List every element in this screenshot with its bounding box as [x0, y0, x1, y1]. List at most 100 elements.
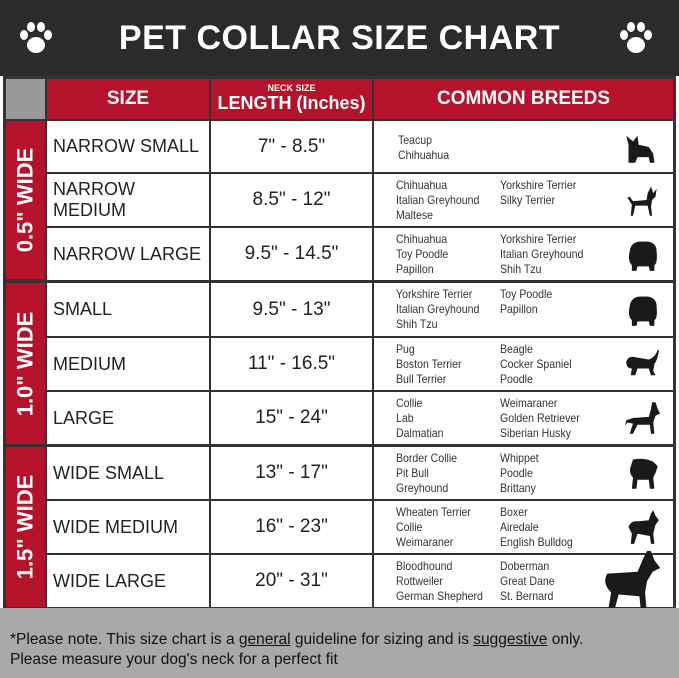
breed-list: Yorkshire Terrier Italian Greyhound Shih T…: [500, 232, 623, 277]
breed-name: Chihuahua: [396, 178, 448, 192]
breed-name: Boston Terrier: [396, 357, 462, 371]
breed-list: Boxer Airedale English Bulldog: [500, 505, 623, 550]
fluffy-dog-icon: [628, 241, 657, 271]
breed-name: Yorkshire Terrier: [396, 287, 473, 301]
breed-name: Greyhound: [396, 481, 449, 495]
breed-name: Teacup: [398, 133, 433, 147]
breed-list: Toy Poodle Papillon: [500, 287, 623, 317]
length-value: 7" - 8.5": [257, 135, 326, 157]
breed-name: Siberian Husky: [500, 426, 572, 440]
breed-list: Bloodhound Rottweiler German Shepherd: [396, 559, 519, 604]
table-row-breeds: Chihuahua Toy Poodle Papillon Yorkshire Ter…: [374, 228, 673, 280]
table-row-size: WIDE LARGE: [47, 555, 209, 607]
breed-name: Dalmatian: [396, 426, 444, 440]
bulldog-icon: [630, 458, 658, 489]
breed-list: Doberman Great Dane St. Bernard: [500, 559, 623, 604]
table-row-length: 20" - 31": [211, 555, 372, 607]
breed-name: Chihuahua: [398, 148, 450, 162]
length-value: 9.5" - 13": [252, 298, 331, 320]
breed-name: Italian Greyhound: [396, 302, 480, 316]
table-row-breeds: Chihuahua Italian Greyhound Maltese Yorkshi…: [374, 174, 673, 226]
table-row-size: WIDE SMALL: [47, 447, 209, 499]
table-row-size: NARROW MEDIUM: [47, 174, 209, 226]
breed-name: Chihuahua: [396, 232, 448, 246]
breed-list: Wheaten Terrier Collie Weimaraner: [396, 505, 519, 550]
length-value: 9.5" - 14.5": [244, 243, 339, 264]
width-group-label: 0.5" WIDE: [6, 121, 45, 279]
size-label: SMALL: [53, 299, 113, 319]
width-group-label: 1.5" WIDE: [6, 447, 45, 607]
header-neck-size: NECK SIZE: [267, 83, 316, 93]
breed-name: Border Collie: [396, 451, 458, 465]
pitbull-icon: [628, 510, 659, 544]
breed-name: Toy Poodle: [500, 287, 553, 301]
breed-name: Pit Bull: [396, 466, 429, 480]
table-row-size: MEDIUM: [47, 338, 209, 390]
length-value: 11" - 16.5": [247, 353, 336, 374]
doberman-icon: [605, 551, 661, 616]
table-row-breeds: Bloodhound Rottweiler German Shepherd Dober…: [374, 551, 673, 616]
breed-list: Whippet Poodle Brittany: [500, 451, 623, 496]
breed-name: Collie: [396, 520, 423, 534]
breed-list: Chihuahua Italian Greyhound Maltese: [396, 178, 519, 223]
size-label: WIDE SMALL: [53, 462, 165, 483]
breed-name: Boxer: [500, 505, 528, 519]
length-value: 16" - 23": [255, 516, 328, 537]
group-text: 1.5" WIDE: [12, 474, 38, 580]
breed-name: Weimaraner: [396, 535, 454, 549]
note-suggestive: suggestive: [473, 631, 548, 648]
breed-name: Brittany: [500, 481, 536, 495]
title-text: PET COLLAR SIZE CHART: [118, 19, 561, 57]
breed-list: Pug Boston Terrier Bull Terrier: [396, 342, 519, 387]
length-value: 13" - 17": [255, 462, 328, 483]
breed-name: Great Dane: [500, 574, 555, 588]
breed-name: Beagle: [500, 342, 533, 356]
table-row-length: 9.5" - 13": [211, 283, 372, 336]
size-label: NARROW SMALL: [53, 136, 200, 156]
size-label: NARROW MEDIUM: [53, 179, 135, 220]
breed-name: Collie: [396, 396, 423, 410]
size-label: WIDE MEDIUM: [53, 516, 178, 537]
breed-name: Doberman: [500, 559, 550, 573]
breed-name: Whippet: [500, 451, 539, 465]
table-row-length: 13" - 17": [211, 447, 372, 499]
breed-name: Airedale: [500, 520, 539, 534]
breed-name: Shih Tzu: [396, 317, 438, 331]
table-row-size: SMALL: [47, 283, 209, 336]
breed-name: Silky Terrier: [500, 193, 555, 207]
size-label: WIDE LARGE: [53, 570, 167, 591]
breed-name: Maltese: [396, 208, 433, 222]
size-label: NARROW LARGE: [53, 243, 202, 264]
table-row-size: NARROW SMALL: [47, 121, 209, 172]
fluffy-dog-icon: [628, 296, 657, 326]
chihuahua-icon: [627, 186, 657, 216]
note-text: guideline for sizing and is: [290, 631, 474, 648]
paw-icon: [20, 22, 52, 53]
length-value: 15" - 24": [255, 407, 328, 428]
breed-name: Italian Greyhound: [500, 247, 584, 261]
table-row-breeds: Border Collie Pit Bull Greyhound Whippet Poo…: [374, 447, 673, 499]
breed-list: Yorkshire Terrier Silky Terrier: [500, 178, 623, 208]
breed-list: Chihuahua Toy Poodle Papillon: [396, 232, 519, 277]
paw-icon: [620, 22, 652, 53]
note-text: only.: [547, 631, 584, 648]
header-breeds: COMMON BREEDS: [374, 79, 673, 119]
breed-name: Poodle: [500, 372, 533, 386]
small-dog-icon: [626, 135, 655, 163]
breed-name: Toy Poodle: [396, 247, 449, 261]
breed-name: Wheaten Terrier: [396, 505, 471, 519]
header-length-text: LENGTH (Inches): [217, 93, 366, 113]
table-row-length: 8.5" - 12": [211, 174, 372, 226]
page-title: PET COLLAR SIZE CHART: [0, 0, 679, 76]
width-group-label: 1.0" WIDE: [6, 283, 45, 444]
table-row-length: 11" - 16.5": [211, 338, 372, 390]
breed-name: Papillon: [500, 302, 538, 316]
breed-name: Cocker Spaniel: [500, 357, 572, 371]
breed-name: German Shepherd: [396, 589, 483, 603]
breed-list: Weimaraner Golden Retriever Siberian Husky: [500, 396, 623, 441]
table-row-length: 9.5" - 14.5": [211, 228, 372, 280]
table-row-size: LARGE: [47, 392, 209, 444]
breed-name: Poodle: [500, 466, 533, 480]
note-text: *Please note. This size chart is a: [10, 631, 239, 648]
breed-name: Bloodhound: [396, 559, 453, 573]
